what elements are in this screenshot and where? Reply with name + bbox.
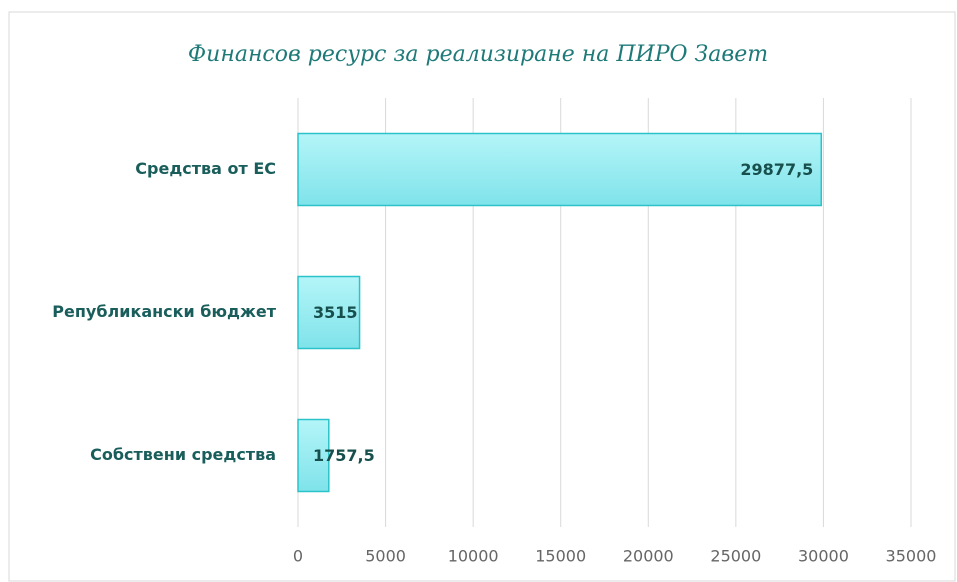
- x-tick-label: 5000: [365, 547, 406, 566]
- x-tick-label: 35000: [886, 547, 937, 566]
- chart-title: Финансов ресурс за реализиране на ПИРО З…: [188, 42, 768, 67]
- bar: [297, 418, 330, 493]
- x-tick-label: 15000: [535, 547, 586, 566]
- y-tick-label: Собствени средства: [90, 445, 276, 464]
- y-tick-label: Републикански бюджет: [52, 302, 276, 321]
- x-tick-label: 10000: [448, 547, 499, 566]
- data-label: 1757,5: [313, 446, 375, 465]
- x-tick-label: 0: [293, 547, 303, 566]
- x-tick-label: 30000: [798, 547, 849, 566]
- x-tick-label: 25000: [710, 547, 761, 566]
- data-label: 3515: [313, 303, 358, 322]
- data-label: 29877,5: [740, 160, 813, 179]
- chart-frame: [8, 11, 956, 582]
- y-tick-label: Средства от ЕС: [135, 159, 276, 178]
- x-tick-label: 20000: [623, 547, 674, 566]
- bar: [297, 275, 361, 350]
- bar: [297, 132, 823, 207]
